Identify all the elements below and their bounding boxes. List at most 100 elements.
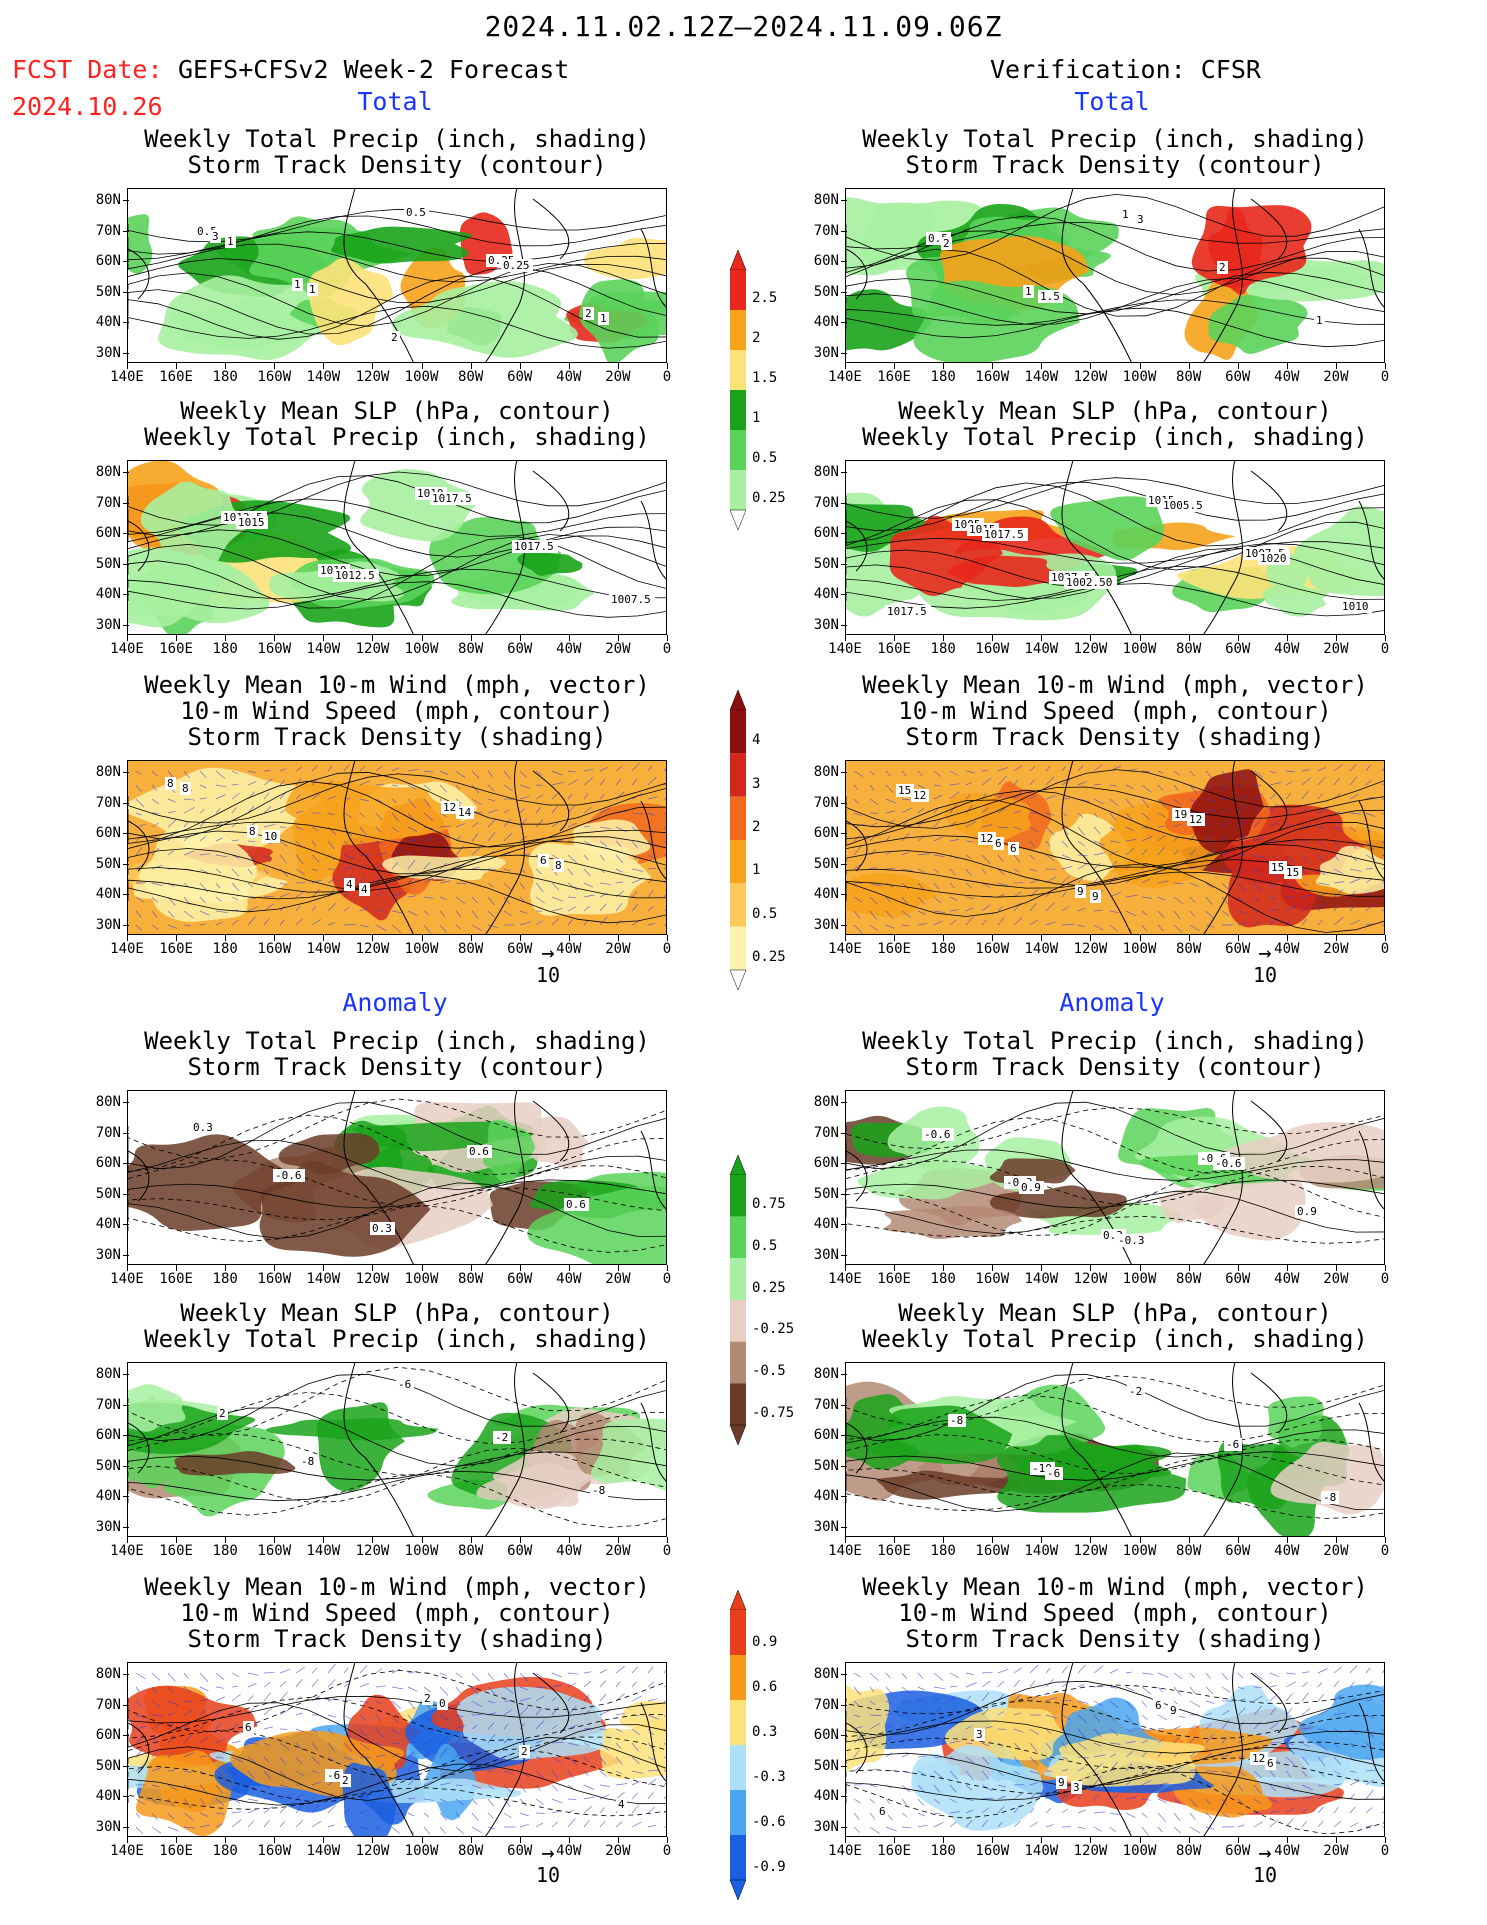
- lat-label: 30N: [813, 345, 839, 361]
- lon-tick: [1385, 1537, 1386, 1543]
- lon-label: 140E: [110, 1271, 144, 1287]
- contour-label: 1007.5: [611, 593, 651, 606]
- lat-tick: [123, 533, 129, 535]
- contour-label: 12: [980, 832, 993, 845]
- lon-tick: [372, 1837, 374, 1843]
- lon-label: 0: [1380, 941, 1390, 957]
- map-plot: -0.30.3-0.60.9-0.60.9-0.3-0.6: [845, 1090, 1385, 1265]
- contour-label: 8: [182, 782, 189, 795]
- lon-tick: [992, 635, 994, 641]
- lon-tick: [274, 1537, 276, 1543]
- colorbar-label: 1: [752, 410, 761, 426]
- lat-label: 60N: [813, 525, 839, 542]
- contour-label-box: [1340, 600, 1372, 613]
- arrow-icon: →: [541, 1841, 555, 1866]
- contour-label-box: [1217, 261, 1228, 274]
- lat-tick: [123, 1674, 129, 1675]
- colorbar-label: -0.6: [752, 1813, 786, 1830]
- contour-label: 1017.5: [984, 528, 1024, 541]
- contour-label: 6: [1267, 1757, 1274, 1770]
- lat-tick: [841, 1374, 847, 1375]
- lon-tick: [274, 635, 276, 641]
- lon-label: 120W: [1073, 1843, 1108, 1859]
- lon-tick: [1041, 935, 1043, 941]
- lon-label: 160W: [975, 1843, 1010, 1859]
- panel-title-line: Weekly Mean 10-m Wind (mph, vector): [144, 1573, 650, 1601]
- lon-label: 160E: [159, 941, 193, 957]
- lat-tick: [841, 802, 847, 804]
- lon-label: 80W: [457, 1843, 484, 1859]
- lon-label: 100W: [404, 941, 439, 957]
- contour-label-box: [422, 1692, 433, 1705]
- lon-label: 160W: [257, 1843, 292, 1859]
- lon-tick: [1139, 1837, 1141, 1843]
- lon-tick: [894, 363, 896, 369]
- panel-title-line: 10-m Wind Speed (mph, contour): [180, 1599, 614, 1627]
- lat-label: 80N: [813, 764, 839, 780]
- map-plot: 9 6 12 6 3 3 9 6: [845, 1662, 1385, 1837]
- lon-tick: [323, 1265, 325, 1271]
- contour-label-box: [978, 832, 996, 845]
- contour-label: 12: [443, 801, 456, 814]
- contour-label-box: [1295, 1205, 1320, 1218]
- contour-label: -6: [1047, 1467, 1060, 1480]
- contour-label: 15: [1271, 861, 1284, 874]
- lon-label: 160W: [975, 369, 1010, 385]
- lon-label: 140W: [1024, 1271, 1059, 1287]
- contour-label: 8: [555, 859, 562, 872]
- panel-title-line: Weekly Mean SLP (hPa, contour): [180, 397, 614, 425]
- contour-label-box: [1019, 1181, 1044, 1194]
- lat-label: 70N: [813, 494, 839, 511]
- lon-tick: [845, 1537, 846, 1543]
- lon-tick: [1237, 1837, 1239, 1843]
- contour-label-box: [247, 825, 258, 838]
- lat-label: 70N: [95, 222, 121, 239]
- contour-label: 2: [1219, 261, 1226, 274]
- lon-tick: [519, 635, 521, 641]
- contour-label-box: [1075, 885, 1086, 898]
- contour-label: 2: [219, 1407, 226, 1420]
- lat-tick: [841, 1404, 847, 1406]
- lon-tick: [519, 1265, 521, 1271]
- contour-label-box: [896, 784, 914, 797]
- lon-tick: [667, 1537, 668, 1543]
- lat-tick: [123, 261, 129, 263]
- lon-tick: [372, 363, 374, 369]
- contour-label: 4: [618, 1798, 625, 1811]
- lon-label: 160E: [877, 1271, 911, 1287]
- lon-label: 140E: [110, 941, 144, 957]
- lon-tick: [176, 635, 178, 641]
- lat-label: 30N: [95, 617, 121, 633]
- panel-title-line: Weekly Total Precip (inch, shading): [144, 1027, 650, 1055]
- contour-label: 3: [1073, 1781, 1080, 1794]
- lat-label: 70N: [813, 1124, 839, 1141]
- lon-label: 0: [1380, 1271, 1390, 1287]
- lat-tick: [123, 200, 129, 201]
- contour-label-box: [877, 1805, 888, 1818]
- lon-label: 160W: [257, 1271, 292, 1287]
- lon-tick: [568, 935, 570, 941]
- lat-label: 40N: [95, 886, 121, 903]
- lon-tick: [372, 635, 374, 641]
- contour-label-box: [1056, 1776, 1067, 1789]
- lat-label: 70N: [95, 1396, 121, 1413]
- lon-label: 180: [212, 1843, 238, 1859]
- contour-label: -0.6: [275, 1169, 302, 1182]
- lon-tick: [617, 363, 619, 369]
- contour-label: 1: [227, 235, 234, 248]
- lat-label: 30N: [813, 1247, 839, 1263]
- contour-label-box: [564, 1198, 589, 1211]
- contour-label-box: [1250, 1752, 1268, 1765]
- map-plot: 12 9 19 15 15 6 9 12 15 12 6: [845, 760, 1385, 935]
- lat-label: 60N: [95, 1427, 121, 1444]
- vector-reference-arrow: → 10: [518, 1841, 578, 1888]
- lat-label: 70N: [813, 1396, 839, 1413]
- lon-label: 0: [1380, 369, 1390, 385]
- lon-label: 140W: [1024, 641, 1059, 657]
- lon-tick: [225, 1537, 227, 1543]
- panel-title-line: Storm Track Density (shading): [187, 1625, 607, 1653]
- lon-label: 140E: [828, 1543, 862, 1559]
- lon-label: 0: [662, 369, 672, 385]
- contour-label-box: [299, 1455, 317, 1468]
